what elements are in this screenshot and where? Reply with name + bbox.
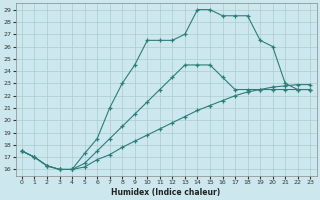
X-axis label: Humidex (Indice chaleur): Humidex (Indice chaleur) — [111, 188, 221, 197]
